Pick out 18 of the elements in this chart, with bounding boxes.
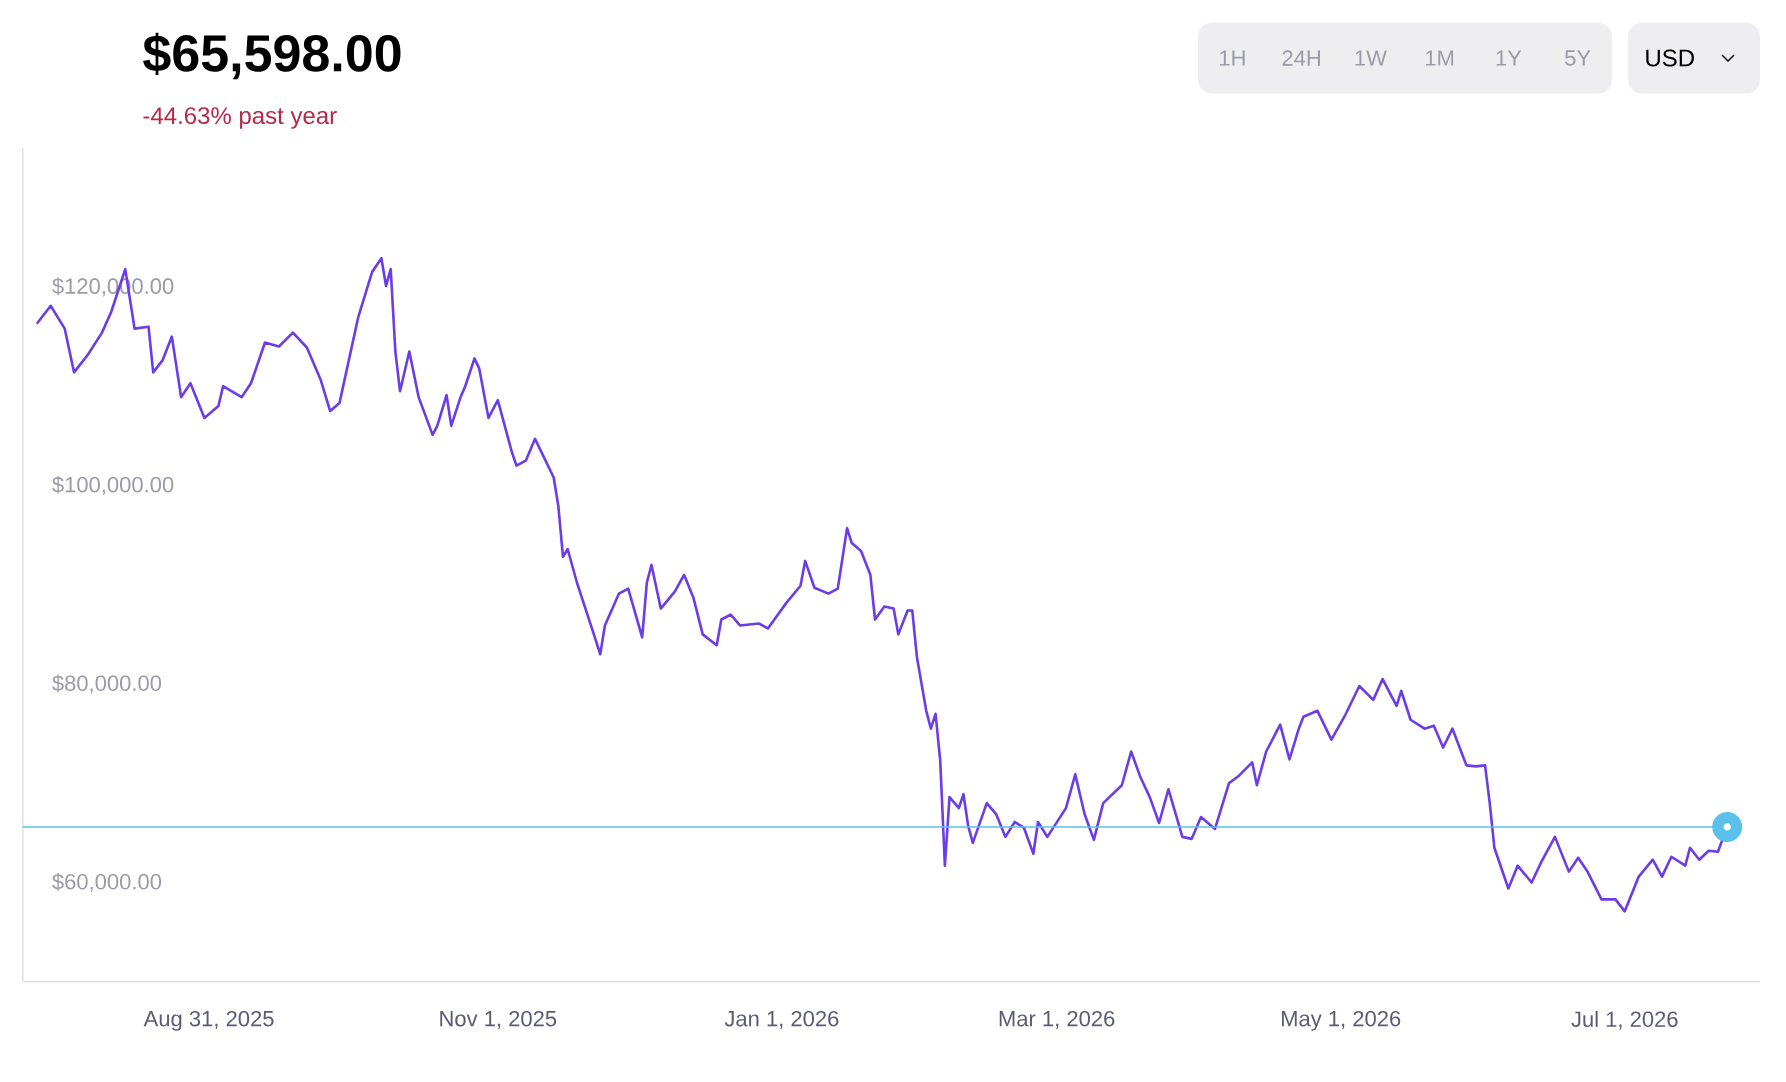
y-tick-label: $100,000.00 [52,475,174,496]
y-tick-label: $80,000.00 [52,674,162,694]
text: 1W [1355,50,1387,66]
chart-title: $65,598.00 [143,32,401,80]
x-tick-label: Mar 1, 2026 [999,1010,1115,1030]
x-tick-label: May 1, 2026 [1281,1010,1401,1031]
x-tick-label: Jan 1, 2026 [724,1010,839,1030]
y-tick-label: $60,000.00 [52,872,162,893]
chart-subtitle: -44.63% past year [143,107,337,129]
text: 1M [1426,50,1454,66]
text: 24H [1282,50,1320,66]
x-tick-label: Nov 1, 2025 [440,1010,557,1030]
text: USD [1646,49,1694,67]
text: 1H [1220,50,1245,66]
text: 5Y [1565,50,1591,66]
x-tick-label: Aug 31, 2025 [143,1010,274,1031]
text: 1Y [1496,50,1522,66]
x-tick-label: Jul 1, 2026 [1571,1010,1678,1030]
